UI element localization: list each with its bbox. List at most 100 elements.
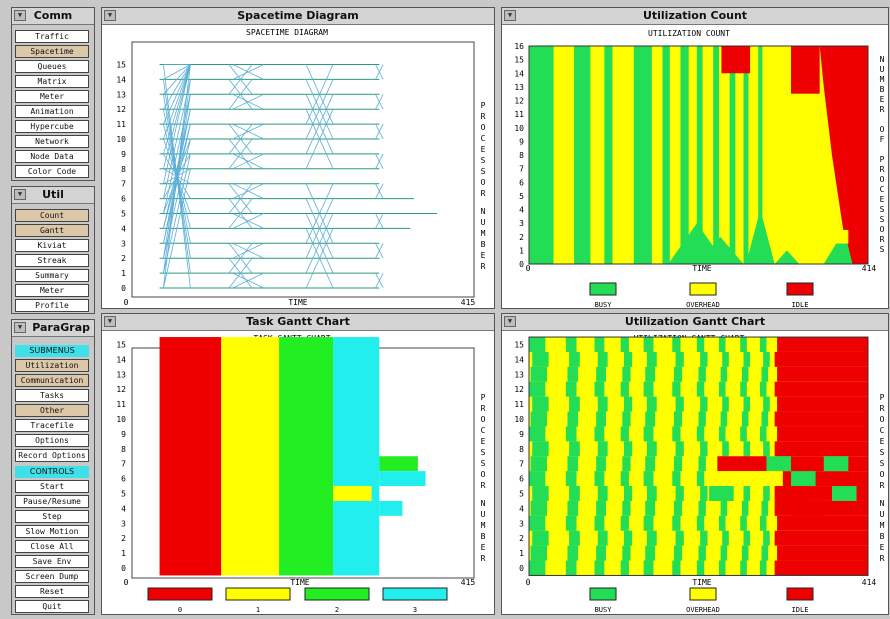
comm-meter-button[interactable]: Meter — [15, 90, 89, 103]
control-save-env-button[interactable]: Save Env — [15, 555, 89, 568]
submenu-communication-button[interactable]: Communication — [15, 374, 89, 387]
busy-segment — [761, 411, 769, 427]
busy-column — [529, 46, 554, 264]
task-gantt-ylabel-char: B — [481, 532, 486, 541]
utilization-count-window: Utilization Count ▼ UTILIZATION COUNT TI… — [501, 7, 889, 309]
submenu-tracefile-button[interactable]: Tracefile — [15, 419, 89, 432]
busy-column — [696, 46, 703, 264]
busy-segment — [720, 411, 728, 427]
busy-segment — [596, 500, 606, 516]
message-line — [375, 183, 384, 199]
submenu-other-button[interactable]: Other — [15, 404, 89, 417]
task-gantt-legend-swatch-0 — [147, 587, 213, 601]
task-gantt-y-tick: 1 — [121, 549, 126, 558]
busy-segment — [565, 426, 577, 442]
util-count-button[interactable]: Count — [15, 209, 89, 222]
submenu-utilization-button[interactable]: Utilization — [15, 359, 89, 372]
task-gantt-menu-icon[interactable]: ▼ — [104, 316, 116, 327]
busy-segment — [529, 560, 546, 576]
control-step-button[interactable]: Step — [15, 510, 89, 523]
utilization-gantt-chart: UTILIZATION GANTT CHART TIME 0 414 01234… — [514, 334, 885, 614]
util-profile-button[interactable]: Profile — [15, 299, 89, 312]
busy-segment — [532, 486, 549, 501]
comm-traffic-button[interactable]: Traffic — [15, 30, 89, 43]
control-start-button[interactable]: Start — [15, 480, 89, 493]
utilization-gantt-ylabel-char: R — [880, 404, 885, 413]
task-gantt-legend-swatch-2 — [304, 587, 370, 601]
task-gantt-ylabel-char: E — [481, 437, 486, 446]
comm-spacetime-button[interactable]: Spacetime — [15, 45, 89, 58]
busy-segment — [722, 441, 729, 457]
control-screen-dump-button[interactable]: Screen Dump — [15, 570, 89, 583]
busy-segment — [700, 486, 708, 501]
control-pause-resume-button[interactable]: Pause/Resume — [15, 495, 89, 508]
paragraph-panel: ParaGrap ▼ SUBMENUS Utilization Communica… — [11, 319, 95, 615]
busy-segment — [529, 471, 546, 487]
task-extension — [379, 471, 426, 487]
task-gantt-y-tick: 8 — [121, 445, 126, 454]
comm-queues-button[interactable]: Queues — [15, 60, 89, 73]
utilization-gantt-menu-icon[interactable]: ▼ — [504, 316, 516, 327]
utilization-count-ylabel-char: C — [880, 185, 885, 194]
utilization-gantt-y-tick: 12 — [514, 385, 524, 394]
utilization-gantt-frame — [528, 336, 869, 576]
task-gantt-y-tick: 5 — [121, 490, 126, 499]
busy-segment — [743, 530, 751, 546]
utilization-count-menu-icon[interactable]: ▼ — [504, 10, 516, 21]
spacetime-menu-icon[interactable]: ▼ — [104, 10, 116, 21]
comm-node-data-button[interactable]: Node Data — [15, 150, 89, 163]
control-slow-motion-button[interactable]: Slow Motion — [15, 525, 89, 538]
task-gantt-y-tick: 15 — [116, 341, 126, 350]
busy-column — [662, 46, 670, 264]
message-line — [228, 64, 253, 95]
busy-segment — [530, 545, 548, 561]
idle-segment — [777, 515, 868, 531]
busy-segment — [696, 560, 705, 576]
utilization-gantt-legend-label-2: IDLE — [792, 606, 809, 614]
comm-animation-button[interactable]: Animation — [15, 105, 89, 118]
util-summary-button[interactable]: Summary — [15, 269, 89, 282]
busy-segment — [643, 381, 654, 397]
busy-segment — [672, 381, 681, 397]
task-2-bar — [279, 337, 334, 576]
utilization-count-xmin: 0 — [526, 264, 531, 273]
message-line — [305, 213, 334, 274]
busy-segment — [743, 396, 751, 412]
util-kiviat-button[interactable]: Kiviat — [15, 239, 89, 252]
task-gantt-y-tick: 0 — [121, 564, 126, 573]
util-streak-button[interactable]: Streak — [15, 254, 89, 267]
utilization-gantt-y-tick: 8 — [519, 445, 524, 454]
util-gantt-button[interactable]: Gantt — [15, 224, 89, 237]
task-gantt-ylabel-char: N — [481, 499, 486, 508]
util-meter-button[interactable]: Meter — [15, 284, 89, 297]
control-close-all-button[interactable]: Close All — [15, 540, 89, 553]
task-gantt-ylabel-char: C — [481, 426, 486, 435]
spacetime-ylabel-char: C — [481, 134, 486, 143]
busy-segment — [646, 351, 657, 367]
comm-network-button[interactable]: Network — [15, 135, 89, 148]
paragraph-menu-icon[interactable]: ▼ — [14, 322, 26, 333]
submenu-record-options-button[interactable]: Record Options — [15, 449, 89, 462]
message-line — [163, 138, 191, 259]
submenu-tasks-button[interactable]: Tasks — [15, 389, 89, 402]
busy-segment — [672, 426, 681, 442]
busy-segment — [696, 471, 705, 487]
spacetime-y-tick: 1 — [121, 269, 126, 278]
busy-segment — [530, 366, 548, 382]
utilization-count-ylabel-char: F — [880, 135, 885, 144]
comm-menu-icon[interactable]: ▼ — [14, 10, 26, 21]
task-gantt-legend-label-0: 0 — [178, 606, 182, 614]
busy-segment — [718, 560, 726, 576]
comm-hypercube-button[interactable]: Hypercube — [15, 120, 89, 133]
control-reset-button[interactable]: Reset — [15, 585, 89, 598]
idle-segment — [777, 396, 868, 412]
comm-color-code-button[interactable]: Color Code — [15, 165, 89, 178]
comm-matrix-button[interactable]: Matrix — [15, 75, 89, 88]
spacetime-title: Spacetime Diagram — [102, 8, 494, 25]
util-menu-icon[interactable]: ▼ — [14, 189, 26, 200]
submenu-options-button[interactable]: Options — [15, 434, 89, 447]
control-quit-button[interactable]: Quit — [15, 600, 89, 613]
utilization-count-y-tick: 4 — [519, 206, 524, 215]
busy-segment — [763, 396, 770, 412]
busy-segment — [532, 441, 549, 457]
